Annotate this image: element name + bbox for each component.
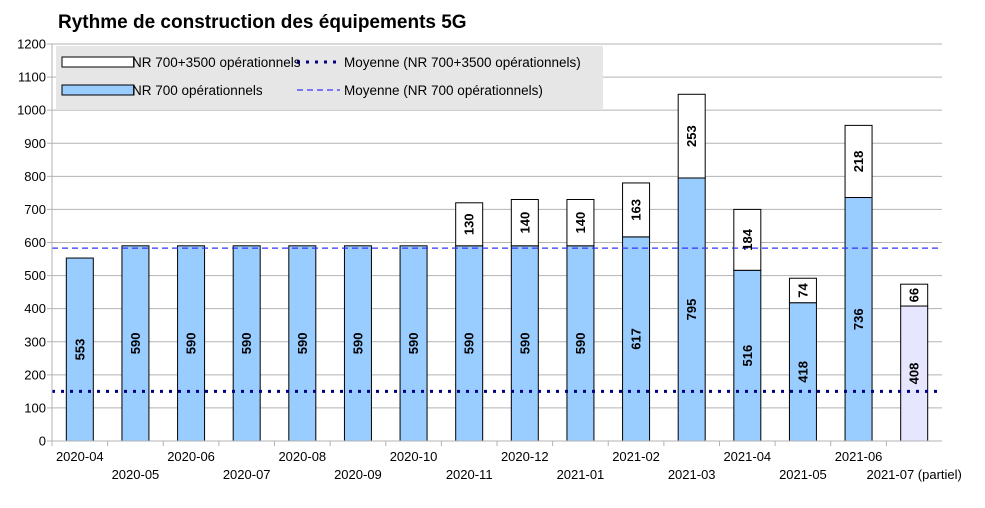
legend: NR 700+3500 opérationnels Moyenne (NR 700… — [56, 46, 603, 109]
y-tick-label: 400 — [24, 301, 46, 316]
y-tick-label: 700 — [24, 202, 46, 217]
y-tick-label: 100 — [24, 400, 46, 415]
bar-nr700 — [177, 245, 206, 442]
y-tick-label: 300 — [24, 334, 46, 349]
data-label-nr700: 590 — [184, 333, 199, 355]
x-tick-label: 2021-05 — [779, 467, 827, 482]
x-tick-label: 2020-04 — [56, 449, 104, 464]
data-label-nr700: 617 — [629, 328, 644, 350]
y-tick-label: 900 — [24, 136, 46, 151]
bar-nr700-3500 — [455, 202, 484, 247]
data-label-nr700: 590 — [128, 333, 143, 355]
bar-nr700-3500 — [733, 208, 762, 271]
data-label-nr700-3500: 253 — [684, 125, 699, 147]
bar-nr700 — [788, 302, 817, 442]
x-tick-label: 2020-06 — [167, 449, 215, 464]
data-label-nr700: 418 — [795, 361, 810, 383]
x-tick-label: 2021-07 (partiel) — [866, 467, 961, 482]
data-label-nr700: 590 — [406, 333, 421, 355]
data-label-nr700: 408 — [907, 363, 922, 385]
bar-nr700-3500 — [788, 277, 817, 304]
x-tick-label: 2021-01 — [557, 467, 605, 482]
bar-nr700 — [65, 257, 94, 442]
y-tick-label: 500 — [24, 268, 46, 283]
bar-nr700 — [288, 245, 317, 442]
legend-box — [56, 46, 603, 109]
bar-nr700-3500 — [677, 93, 706, 179]
legend-swatch-nr700 — [61, 84, 135, 96]
data-label-nr700-3500: 140 — [517, 212, 532, 234]
bar-nr700-3500 — [900, 283, 929, 307]
x-tick-label: 2020-07 — [223, 467, 271, 482]
chart-title: Rythme de construction des équipements 5… — [58, 12, 467, 33]
x-tick-label: 2021-02 — [612, 449, 660, 464]
data-label-nr700: 795 — [684, 299, 699, 321]
bar-nr700-3500 — [622, 182, 651, 238]
bar-nr700 — [733, 269, 762, 442]
bar-nr700 — [399, 245, 428, 442]
y-tick-label: 1100 — [18, 70, 46, 85]
data-label-nr700: 590 — [517, 333, 532, 355]
x-tick-label: 2020-10 — [390, 449, 438, 464]
bar-nr700 — [677, 177, 706, 442]
y-tick-label: 1200 — [17, 37, 46, 52]
legend-label-nr700: NR 700 opérationnels — [132, 83, 263, 98]
data-label-nr700: 516 — [740, 345, 755, 367]
bar-nr700-3500 — [566, 198, 595, 247]
data-label-nr700: 590 — [239, 333, 254, 355]
bar-nr700-3500 — [844, 124, 873, 199]
data-label-nr700-3500: 163 — [629, 199, 644, 221]
bar-nr700-3500 — [510, 198, 539, 247]
data-label-nr700-3500: 130 — [462, 213, 477, 235]
x-tick-label: 2021-06 — [835, 449, 883, 464]
legend-swatch-nr700-3500 — [61, 56, 135, 68]
data-label-nr700-3500: 184 — [740, 228, 755, 250]
legend-label-average-nr700-3500: Moyenne (NR 700+3500 opérationnels) — [344, 55, 581, 70]
data-labels: 553 590 590 590 590 590 590 590 130 590 140 590 140 6… — [72, 125, 921, 384]
legend-label-average-nr700: Moyenne (NR 700 opérationnels) — [344, 83, 543, 98]
legend-label-nr700-3500: NR 700+3500 opérationnels — [132, 55, 301, 70]
data-label-nr700: 736 — [851, 308, 866, 330]
data-label-nr700: 590 — [462, 333, 477, 355]
data-label-nr700: 590 — [350, 333, 365, 355]
data-label-nr700-3500: 66 — [907, 288, 922, 302]
x-tick-label: 2020-12 — [501, 449, 549, 464]
data-label-nr700: 590 — [573, 333, 588, 355]
x-tick-label: 2020-08 — [278, 449, 326, 464]
x-tick-label: 2020-11 — [446, 467, 493, 482]
bars — [65, 93, 929, 442]
y-tick-label: 0 — [39, 434, 46, 449]
x-tick-label: 2020-05 — [112, 467, 160, 482]
average-lines — [52, 247, 942, 393]
x-tick-label: 2021-04 — [723, 449, 771, 464]
bar-nr700 — [900, 305, 929, 442]
axes: 0 100 200 300 400 500 600 700 800 900 1000 1100 1200… — [17, 37, 962, 483]
data-label-nr700-3500: 218 — [851, 151, 866, 173]
data-label-nr700: 553 — [72, 339, 87, 361]
y-tick-label: 800 — [24, 169, 46, 184]
x-tick-label: 2020-09 — [334, 467, 382, 482]
bar-nr700 — [455, 245, 484, 442]
data-label-nr700-3500: 140 — [573, 212, 588, 234]
data-label-nr700: 590 — [295, 333, 310, 355]
x-tick-label: 2021-03 — [668, 467, 716, 482]
y-tick-label: 600 — [24, 235, 46, 250]
y-tick-label: 200 — [24, 367, 46, 382]
data-label-nr700-3500: 74 — [795, 282, 810, 297]
bar-nr700 — [622, 236, 651, 442]
y-tick-label: 1000 — [17, 103, 46, 118]
